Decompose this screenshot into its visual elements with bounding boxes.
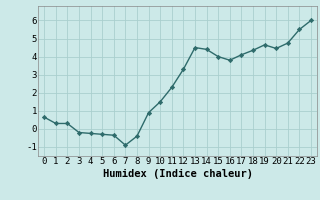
X-axis label: Humidex (Indice chaleur): Humidex (Indice chaleur): [103, 169, 252, 179]
